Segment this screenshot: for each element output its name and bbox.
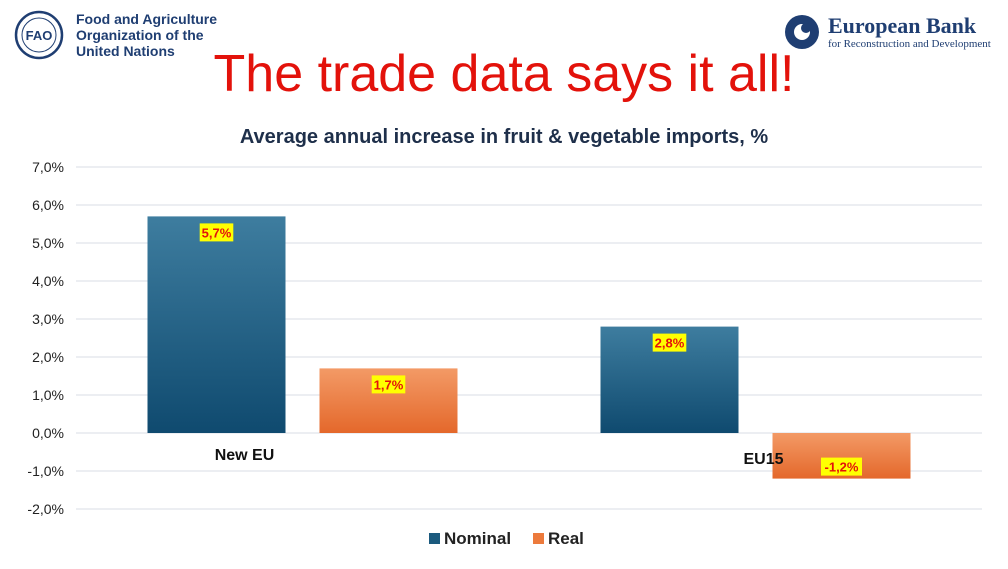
legend-swatch-real [533, 533, 544, 544]
x-category-label: New EU [215, 447, 275, 464]
ebrd-wordmark: European Bank for Reconstruction and Dev… [828, 13, 991, 51]
data-label: 2,8% [655, 336, 685, 351]
y-tick-label: -1,0% [27, 463, 64, 479]
data-label: -1,2% [825, 460, 859, 475]
y-tick-label: 7,0% [32, 159, 64, 175]
y-tick-label: 5,0% [32, 235, 64, 251]
y-tick-label: 3,0% [32, 311, 64, 327]
y-tick-label: 0,0% [32, 425, 64, 441]
y-tick-label: 2,0% [32, 349, 64, 365]
y-tick-label: 4,0% [32, 273, 64, 289]
data-label: 5,7% [202, 225, 232, 240]
data-label: 1,7% [374, 377, 404, 392]
y-tick-label: -2,0% [27, 501, 64, 517]
fao-organization-name: Food and Agriculture Organization of the… [76, 11, 218, 59]
slide-headline: The trade data says it all! [213, 45, 795, 103]
x-category-label: EU15 [743, 451, 783, 468]
ebrd-name: European Bank [828, 13, 977, 38]
legend-label: Nominal [444, 529, 511, 548]
fao-emblem-text: FAO [26, 28, 53, 43]
legend-swatch-nominal [429, 533, 440, 544]
ebrd-subtitle: for Reconstruction and Development [828, 38, 991, 50]
legend-label: Real [548, 529, 584, 548]
data-label-background [652, 333, 687, 352]
ebrd-logo-icon [785, 15, 819, 49]
bar-nominal [147, 216, 286, 433]
y-tick-label: 6,0% [32, 197, 64, 213]
chart-title: Average annual increase in fruit & veget… [239, 126, 769, 148]
y-tick-label: 1,0% [32, 387, 64, 403]
data-label-background [821, 457, 862, 476]
data-label-background [199, 223, 234, 242]
fao-emblem-icon: FAO [14, 10, 64, 60]
data-label-background [371, 375, 406, 394]
